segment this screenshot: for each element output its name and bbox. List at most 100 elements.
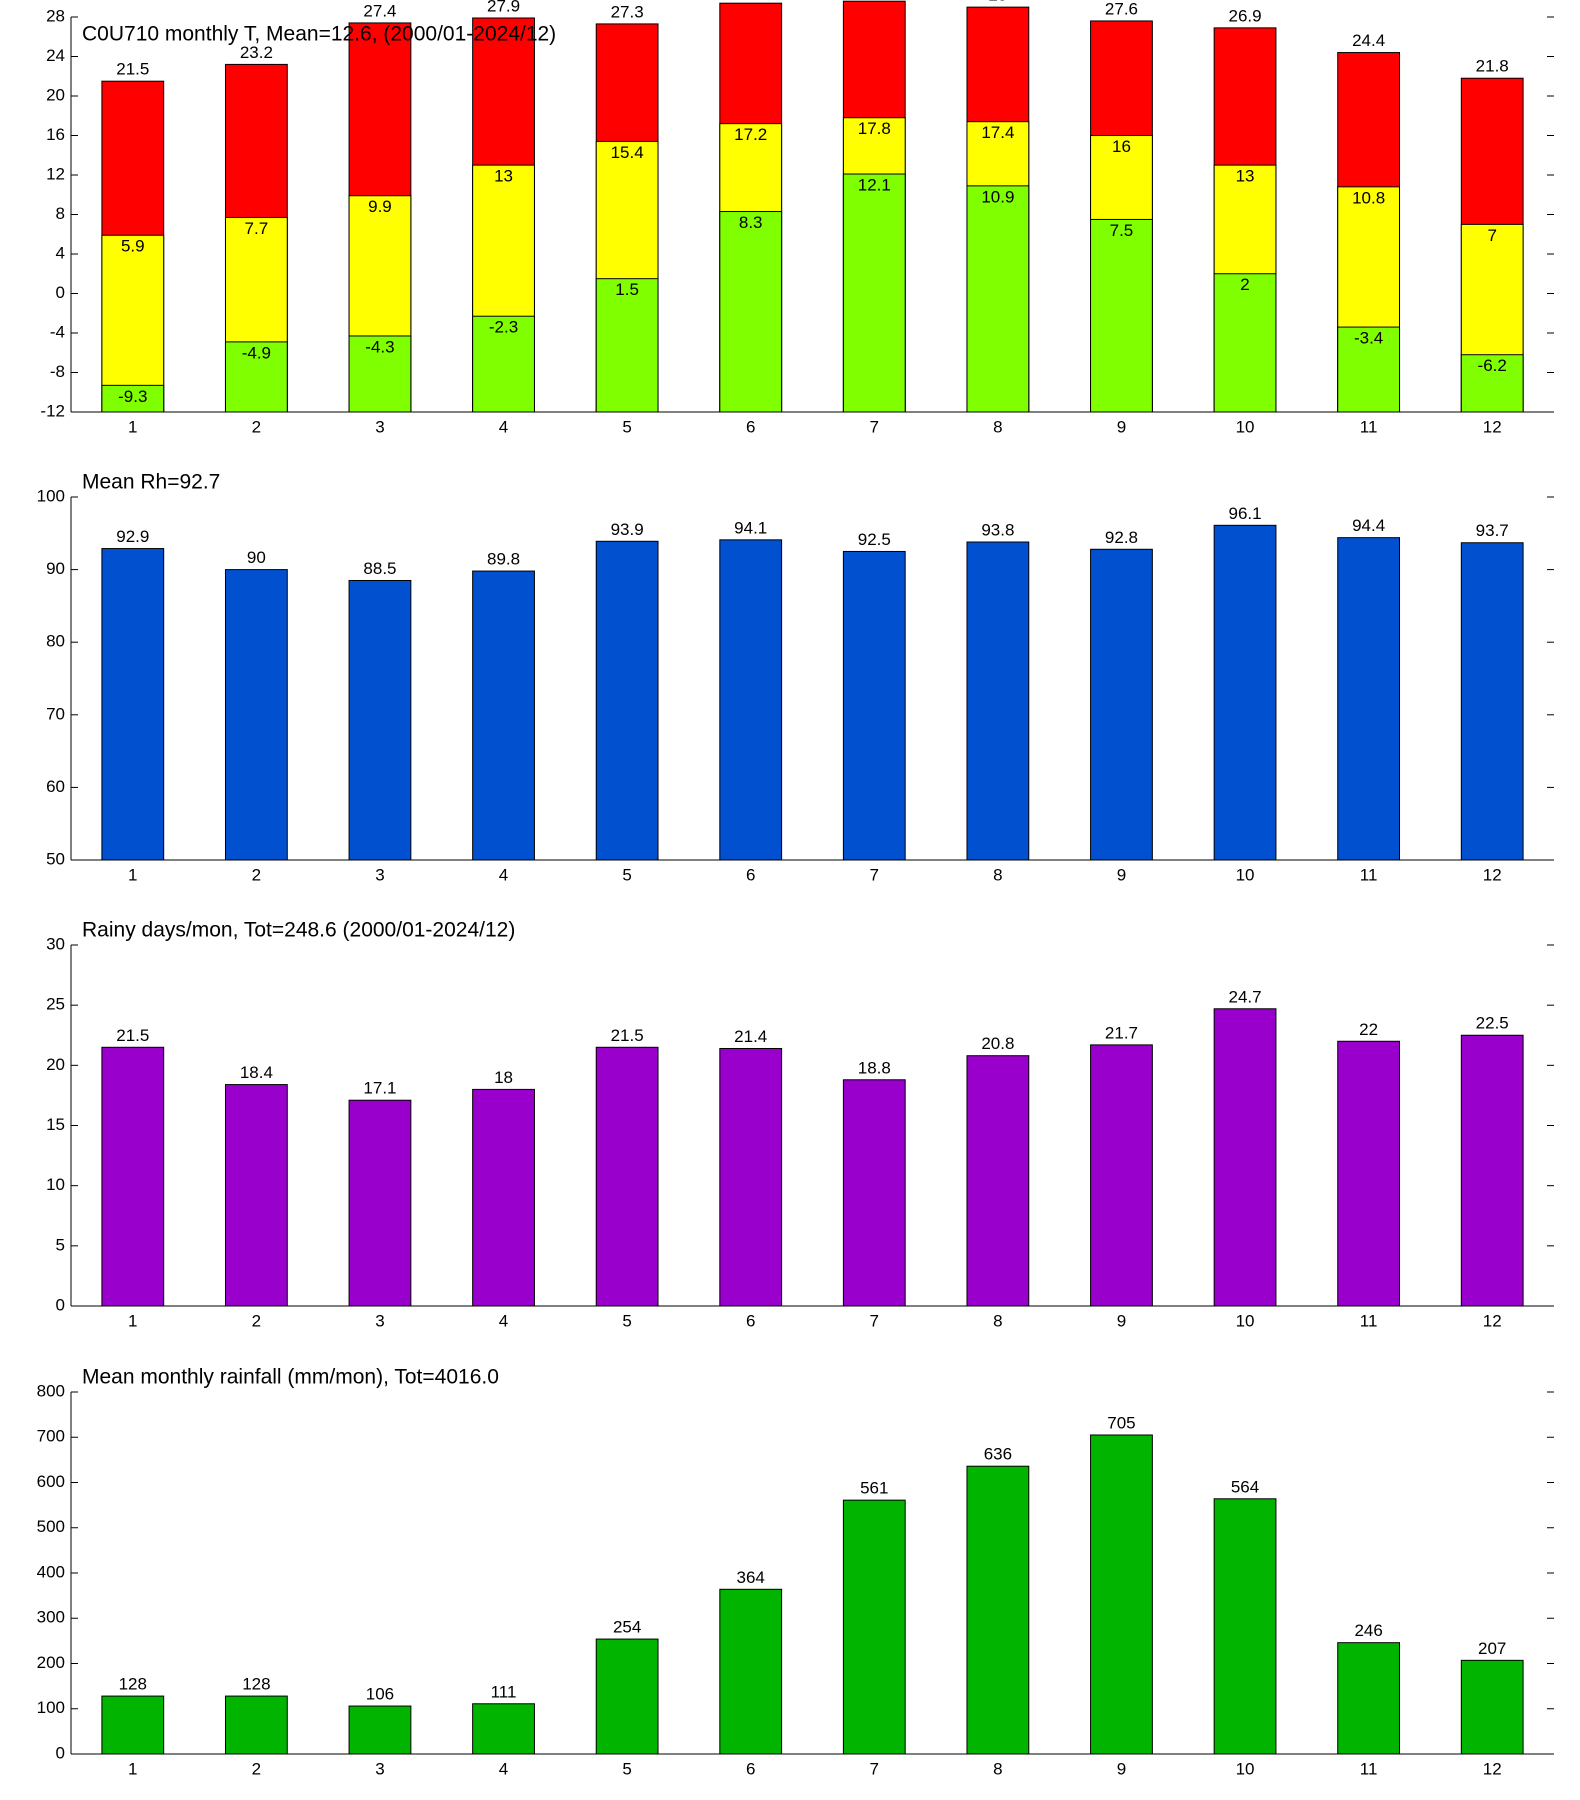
x-tick-label: 11 <box>1360 1311 1378 1330</box>
bar <box>595 540 659 861</box>
y-tick-label: 12 <box>46 164 65 183</box>
value-label: 705 <box>1107 1413 1135 1432</box>
x-tick-label: 3 <box>375 865 384 884</box>
x-tick-label: 6 <box>746 865 755 884</box>
bar <box>1460 1034 1524 1307</box>
x-tick-label: 5 <box>622 1759 631 1778</box>
value-label: 21.8 <box>1476 57 1509 76</box>
y-tick-label: 20 <box>46 1055 65 1074</box>
value-label: 128 <box>119 1675 147 1694</box>
x-tick-label: 10 <box>1236 865 1255 884</box>
bar <box>1460 542 1524 861</box>
value-label: 106 <box>366 1685 394 1704</box>
bar <box>966 541 1030 861</box>
y-tick-label: 24 <box>46 46 65 65</box>
x-tick-label: 8 <box>993 865 1002 884</box>
value-label: -4.9 <box>242 343 271 362</box>
value-label: 29.4 <box>734 0 767 1</box>
y-tick-label: 15 <box>46 1115 65 1134</box>
bar <box>1337 1642 1401 1755</box>
x-tick-label: 8 <box>993 1311 1002 1330</box>
value-label: -6.2 <box>1478 356 1507 375</box>
x-tick-label: 1 <box>128 1759 137 1778</box>
x-tick-label: 11 <box>1360 865 1378 884</box>
x-tick-label: 5 <box>622 417 631 436</box>
x-tick-label: 1 <box>128 417 137 436</box>
value-label: 92.8 <box>1105 528 1138 547</box>
x-tick-label: 7 <box>870 1759 879 1778</box>
y-tick-label: 70 <box>46 704 65 723</box>
value-label: 207 <box>1478 1639 1506 1658</box>
x-tick-label: 6 <box>746 417 755 436</box>
x-tick-label: 10 <box>1236 1311 1255 1330</box>
bar <box>595 1638 659 1755</box>
x-tick-label: 4 <box>499 1759 508 1778</box>
value-label: 13 <box>1236 167 1255 186</box>
value-label: 27.6 <box>1105 0 1138 18</box>
value-label: -4.3 <box>365 337 394 356</box>
bar <box>1090 548 1153 861</box>
value-label: 254 <box>613 1618 641 1637</box>
y-tick-label: 10 <box>46 1175 65 1194</box>
x-tick-label: 7 <box>870 1311 879 1330</box>
bar <box>101 1695 165 1755</box>
value-label: 29 <box>988 0 1007 5</box>
value-label: 636 <box>984 1445 1012 1464</box>
chart-title: Mean Rh=92.7 <box>82 471 220 494</box>
y-tick-label: -8 <box>50 362 65 381</box>
x-tick-label: 9 <box>1117 1311 1126 1330</box>
bar <box>842 1079 906 1307</box>
y-tick-label: 28 <box>46 6 65 25</box>
value-label: 96.1 <box>1228 504 1261 523</box>
bar <box>101 234 165 413</box>
bar <box>224 1084 288 1307</box>
value-label: 364 <box>737 1568 765 1587</box>
x-tick-label: 9 <box>1117 417 1126 436</box>
x-tick-label: 4 <box>499 865 508 884</box>
value-label: 94.4 <box>1352 516 1385 535</box>
y-tick-label: -4 <box>50 322 65 341</box>
bar <box>224 341 288 413</box>
value-label: 7 <box>1487 226 1496 245</box>
x-tick-label: 5 <box>622 865 631 884</box>
x-tick-label: 3 <box>375 1311 384 1330</box>
value-label: 22.5 <box>1476 1014 1509 1033</box>
bar <box>101 548 165 861</box>
bar <box>966 1055 1030 1307</box>
y-tick-label: 800 <box>37 1381 65 1400</box>
x-tick-label: 12 <box>1483 417 1502 436</box>
bar <box>1213 524 1277 861</box>
x-tick-label: 6 <box>746 1759 755 1778</box>
value-label: 17.2 <box>734 125 767 144</box>
bar <box>348 1099 412 1307</box>
bar <box>842 173 906 413</box>
y-tick-label: 25 <box>46 995 65 1014</box>
chart-title: C0U710 monthly T, Mean=12.6, (2000/01-20… <box>82 23 556 46</box>
x-tick-label: 10 <box>1236 417 1255 436</box>
bar <box>348 1705 412 1755</box>
value-label: 93.8 <box>981 520 1014 539</box>
y-tick-label: 30 <box>46 934 65 953</box>
bar <box>101 384 165 413</box>
x-tick-label: 1 <box>128 865 137 884</box>
value-label: -9.3 <box>118 387 147 406</box>
value-label: 21.5 <box>116 1026 149 1045</box>
value-label: 89.8 <box>487 550 520 569</box>
bar <box>1337 537 1401 861</box>
value-label: 17.1 <box>363 1079 396 1098</box>
bar <box>719 1047 783 1307</box>
value-label: 21.4 <box>734 1027 767 1046</box>
x-tick-label: 4 <box>499 417 508 436</box>
y-tick-label: 20 <box>46 85 65 104</box>
x-tick-label: 2 <box>252 865 261 884</box>
x-tick-label: 7 <box>870 417 879 436</box>
value-label: 90 <box>247 548 266 567</box>
bar <box>1337 326 1401 413</box>
bar <box>1213 273 1277 413</box>
y-tick-label: 100 <box>37 1698 65 1717</box>
bar <box>348 335 412 413</box>
value-label: 93.9 <box>611 520 644 539</box>
x-tick-label: 9 <box>1117 1759 1126 1778</box>
value-label: 246 <box>1354 1621 1382 1640</box>
x-tick-label: 12 <box>1483 865 1502 884</box>
